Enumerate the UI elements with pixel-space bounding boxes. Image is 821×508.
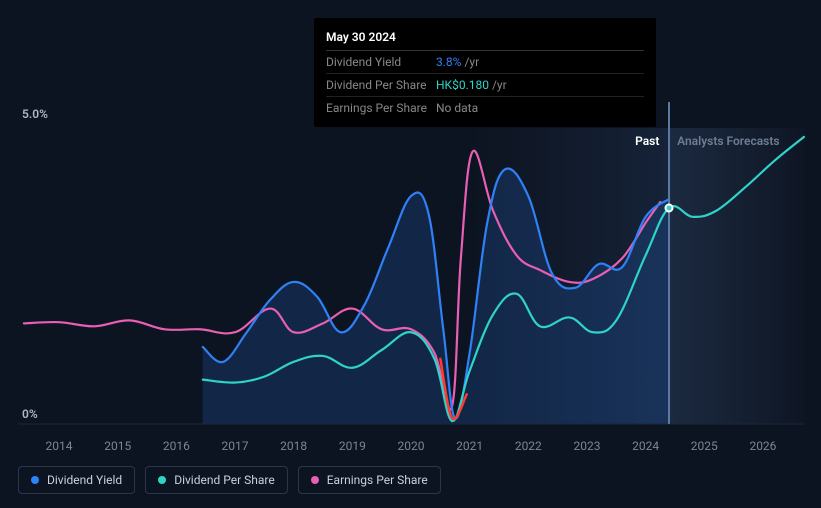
x-axis-label: 2022 bbox=[515, 439, 542, 453]
tooltip-row-label: Dividend Yield bbox=[326, 55, 436, 69]
legend-label: Earnings Per Share bbox=[327, 473, 428, 487]
x-axis-label: 2015 bbox=[104, 439, 131, 453]
tooltip-row: Dividend Yield3.8%/yr bbox=[326, 51, 644, 74]
x-axis-label: 2020 bbox=[398, 439, 425, 453]
x-axis-label: 2023 bbox=[573, 439, 600, 453]
x-axis-label: 2018 bbox=[280, 439, 307, 453]
hover-line bbox=[668, 102, 670, 424]
legend-item-dividend-per-share[interactable]: Dividend Per Share bbox=[145, 466, 288, 494]
tooltip-row: Earnings Per ShareNo data bbox=[326, 97, 644, 119]
y-axis-label: 5.0% bbox=[22, 107, 48, 121]
x-axis-label: 2026 bbox=[749, 439, 776, 453]
tooltip-row-value: No data bbox=[436, 101, 478, 115]
tooltip-row-label: Earnings Per Share bbox=[326, 101, 436, 115]
x-axis-label: 2017 bbox=[222, 439, 249, 453]
x-axis-label: 2014 bbox=[46, 439, 73, 453]
x-axis-label: 2021 bbox=[456, 439, 483, 453]
x-axis-label: 2019 bbox=[339, 439, 366, 453]
x-axis-label: 2016 bbox=[163, 439, 190, 453]
tooltip-row-value: 3.8% bbox=[436, 55, 461, 69]
legend-label: Dividend Per Share bbox=[174, 473, 275, 487]
legend: Dividend Yield Dividend Per Share Earnings… bbox=[18, 466, 441, 494]
plot-svg bbox=[18, 128, 804, 424]
dividend-chart: May 30 2024 Dividend Yield3.8%/yrDividen… bbox=[0, 0, 821, 508]
chart-tooltip: May 30 2024 Dividend Yield3.8%/yrDividen… bbox=[314, 18, 656, 127]
legend-item-dividend-yield[interactable]: Dividend Yield bbox=[18, 466, 135, 494]
plot-area[interactable]: Past Analysts Forecasts bbox=[18, 128, 804, 424]
legend-item-earnings-per-share[interactable]: Earnings Per Share bbox=[298, 466, 441, 494]
tooltip-row-label: Dividend Per Share bbox=[326, 78, 436, 92]
legend-label: Dividend Yield bbox=[47, 473, 122, 487]
hover-dot bbox=[665, 203, 674, 212]
tooltip-row-unit: /yr bbox=[492, 78, 507, 92]
legend-dot-icon bbox=[311, 476, 319, 484]
legend-dot-icon bbox=[158, 476, 166, 484]
tooltip-row-value: HK$0.180 bbox=[436, 78, 489, 92]
x-axis-label: 2025 bbox=[691, 439, 718, 453]
x-axis-label: 2024 bbox=[632, 439, 659, 453]
legend-dot-icon bbox=[31, 476, 39, 484]
tooltip-row-unit: /yr bbox=[464, 55, 479, 69]
tooltip-row: Dividend Per ShareHK$0.180/yr bbox=[326, 74, 644, 97]
tooltip-date: May 30 2024 bbox=[326, 26, 644, 51]
